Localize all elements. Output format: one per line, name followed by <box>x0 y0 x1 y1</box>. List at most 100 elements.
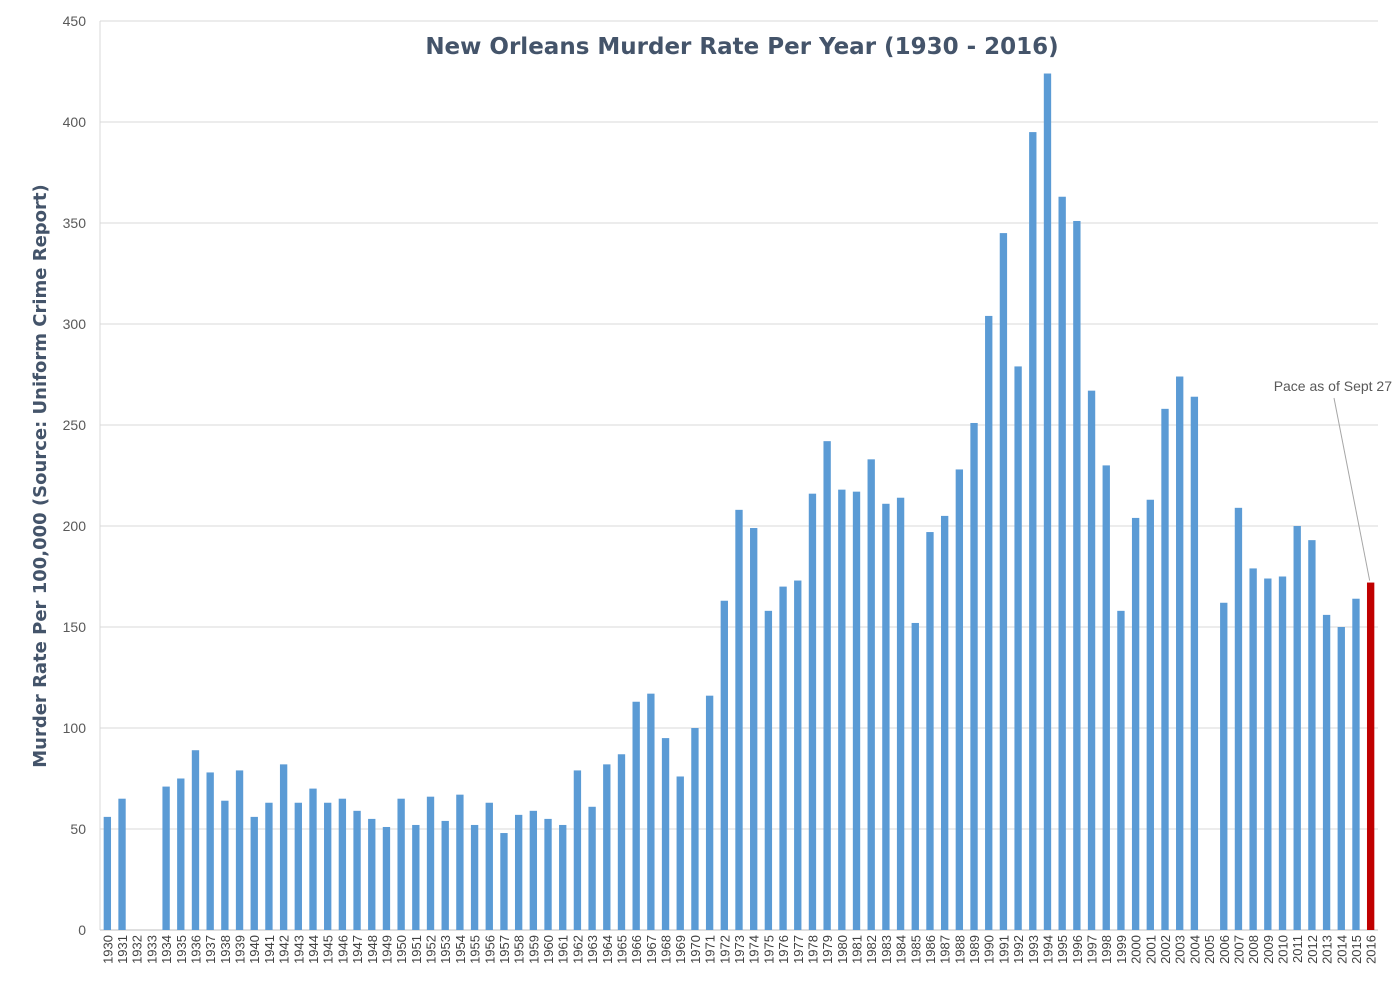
bar-2015 <box>1352 598 1360 930</box>
x-tick-label-1986: 1986 <box>923 935 938 964</box>
bar-2002 <box>1161 408 1169 931</box>
bar-1961 <box>559 824 567 930</box>
x-tick-label-1960: 1960 <box>541 935 556 964</box>
x-tick-label-2004: 2004 <box>1187 935 1202 964</box>
y-axis-label: Murder Rate Per 100,000 (Source: Uniform… <box>30 184 51 768</box>
x-tick-label-1950: 1950 <box>394 935 409 964</box>
bar-1966 <box>632 701 640 930</box>
bar-1989 <box>970 422 978 930</box>
bar-1947 <box>353 810 361 930</box>
bar-2009 <box>1264 578 1272 930</box>
bar-1978 <box>808 493 817 930</box>
bar-1957 <box>500 833 508 930</box>
bar-1970 <box>691 728 699 930</box>
x-tick-label-1949: 1949 <box>379 935 394 964</box>
x-tick-label-1954: 1954 <box>453 935 468 964</box>
bar-2014 <box>1337 627 1345 930</box>
x-tick-label-1996: 1996 <box>1070 935 1085 964</box>
x-tick-label-1930: 1930 <box>100 935 115 964</box>
bar-1998 <box>1102 465 1110 930</box>
x-tick-label-1962: 1962 <box>570 935 585 964</box>
y-tick-label-200: 200 <box>63 518 87 534</box>
y-axis-ticks: 0 50 100 150 200 250 300 350 400 450 <box>63 13 87 938</box>
bar-1984 <box>896 497 905 930</box>
bar-2000 <box>1131 517 1140 930</box>
x-tick-label-2008: 2008 <box>1246 935 1261 964</box>
y-tick-label-450: 450 <box>63 13 87 29</box>
bar-1938 <box>221 800 229 930</box>
x-tick-label-2006: 2006 <box>1217 935 1232 964</box>
bar-1975 <box>764 610 773 930</box>
bar-2004 <box>1190 396 1199 931</box>
bar-2012 <box>1308 540 1316 930</box>
y-tick-label-150: 150 <box>63 619 87 635</box>
x-tick-label-1993: 1993 <box>1026 935 1041 964</box>
bar-1988 <box>955 469 964 930</box>
bar-1956 <box>485 802 493 930</box>
bar-1972 <box>720 600 728 930</box>
bar-1930 <box>103 816 112 930</box>
bar-2007 <box>1234 507 1243 930</box>
x-tick-label-1932: 1932 <box>130 935 145 964</box>
bar-1979 <box>823 441 831 930</box>
bar-1958 <box>514 814 523 930</box>
x-tick-label-1940: 1940 <box>247 935 262 964</box>
x-tick-label-2002: 2002 <box>1158 935 1173 964</box>
x-tick-label-2009: 2009 <box>1261 935 1276 964</box>
bar-1940 <box>250 816 258 930</box>
bar-1999 <box>1117 610 1125 930</box>
x-tick-label-1983: 1983 <box>879 935 894 964</box>
x-tick-label-1978: 1978 <box>805 935 820 964</box>
x-tick-label-2011: 2011 <box>1290 935 1305 963</box>
x-tick-label-1981: 1981 <box>850 935 865 964</box>
bar-2001 <box>1146 499 1154 930</box>
bar-1986 <box>926 532 934 930</box>
x-tick-label-1943: 1943 <box>291 935 306 964</box>
x-tick-label-1988: 1988 <box>952 935 967 964</box>
bar-1948 <box>368 818 376 930</box>
x-tick-label-1964: 1964 <box>600 935 615 964</box>
bar-2006 <box>1220 602 1228 930</box>
x-tick-label-1992: 1992 <box>1011 935 1026 964</box>
bar-1936 <box>191 750 200 930</box>
bar-1944 <box>309 788 317 930</box>
bar-1971 <box>705 695 714 930</box>
x-tick-label-2012: 2012 <box>1305 935 1320 964</box>
x-tick-label-1953: 1953 <box>438 935 453 964</box>
bar-1949 <box>382 826 391 930</box>
bar-1963 <box>588 806 596 930</box>
x-tick-label-1990: 1990 <box>982 935 997 964</box>
bar-2016 <box>1366 582 1375 930</box>
x-tick-label-2013: 2013 <box>1320 935 1335 964</box>
chart-title: New Orleans Murder Rate Per Year (1930 -… <box>425 34 1058 60</box>
bar-2011 <box>1293 526 1301 930</box>
x-tick-label-1933: 1933 <box>144 935 159 964</box>
bar-1976 <box>779 586 787 930</box>
bar-1959 <box>529 810 538 930</box>
x-tick-label-1969: 1969 <box>673 935 688 964</box>
bar-1977 <box>794 580 802 930</box>
x-tick-label-1936: 1936 <box>188 935 203 964</box>
x-tick-label-1973: 1973 <box>732 935 747 964</box>
y-tick-label-50: 50 <box>70 821 86 837</box>
x-tick-label-1955: 1955 <box>468 935 483 964</box>
bar-1964 <box>603 764 611 930</box>
bar-1991 <box>999 233 1008 931</box>
x-tick-label-1952: 1952 <box>424 935 439 964</box>
bar-1950 <box>397 798 405 930</box>
bar-1942 <box>279 764 288 930</box>
bar-1931 <box>118 798 126 930</box>
x-tick-label-1974: 1974 <box>747 935 762 964</box>
x-tick-label-1959: 1959 <box>526 935 541 964</box>
bar-1939 <box>235 770 244 930</box>
bar-1937 <box>206 772 214 930</box>
y-tick-label-300: 300 <box>63 316 87 332</box>
x-tick-label-1968: 1968 <box>659 935 674 964</box>
x-tick-label-1976: 1976 <box>776 935 791 964</box>
x-tick-label-1977: 1977 <box>791 935 806 964</box>
bar-1945 <box>324 802 332 930</box>
bar-1953 <box>441 820 449 930</box>
x-tick-label-1961: 1961 <box>556 935 571 964</box>
x-tick-label-1951: 1951 <box>409 935 424 964</box>
x-tick-label-1998: 1998 <box>1099 935 1114 964</box>
